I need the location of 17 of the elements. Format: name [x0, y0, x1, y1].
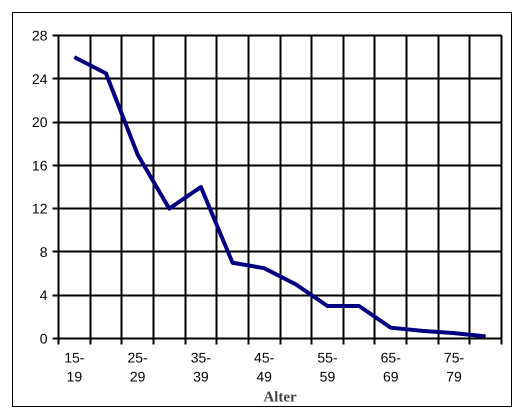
y-tick-label: 24 [32, 70, 48, 87]
x-tick-label: 25-29 [127, 350, 148, 385]
y-tick-label: 8 [40, 244, 48, 260]
x-tick-label: 75-79 [444, 350, 464, 385]
y-tick-label: 12 [32, 200, 48, 217]
y-tick-label: 28 [32, 28, 48, 44]
y-tick-label: 20 [32, 114, 48, 130]
x-tick-label: 15-19 [64, 350, 85, 385]
x-tick-label: 45-49 [254, 350, 275, 385]
x-tick-label: 55-59 [317, 350, 338, 385]
line-series [72, 55, 488, 338]
x-axis-title: Alter [263, 390, 297, 406]
y-tick-label: 0 [40, 330, 48, 346]
x-tick-label: 65-69 [380, 350, 402, 385]
x-tick-label: 35-39 [190, 350, 212, 385]
y-tick-label: 16 [32, 157, 48, 174]
y-tick-label: 4 [40, 287, 48, 304]
